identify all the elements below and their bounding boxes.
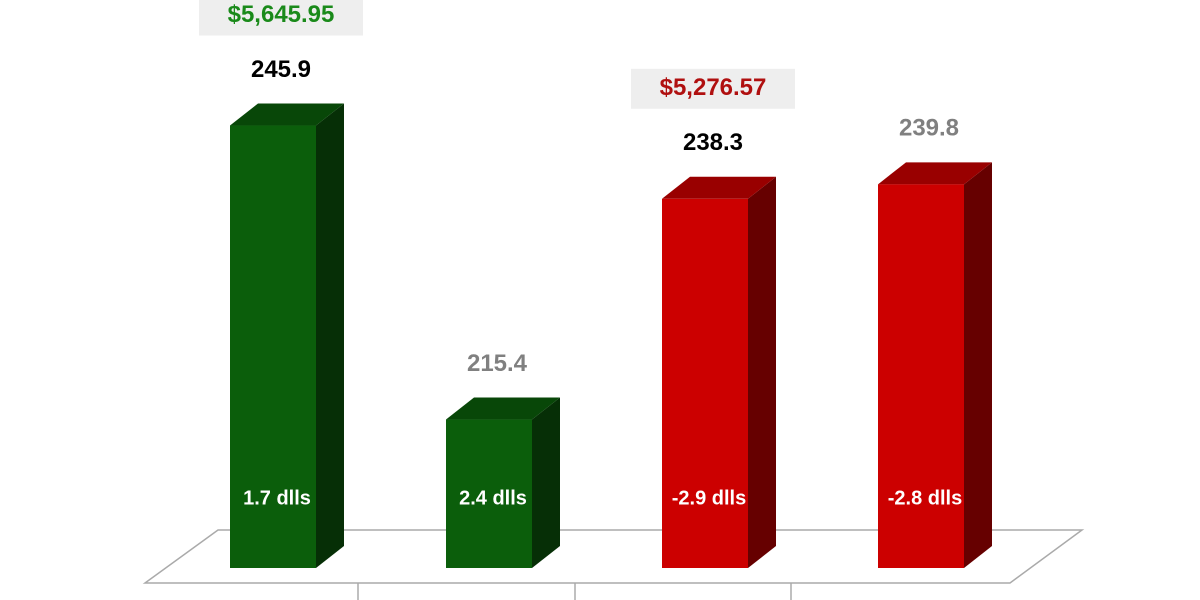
group-label-box <box>199 0 363 36</box>
bar-side <box>964 162 992 568</box>
value-label: 238.3 <box>683 129 743 156</box>
bar-top <box>446 397 560 420</box>
bar-label: -2.9 dlls <box>672 487 746 509</box>
floor <box>142 529 1085 584</box>
bar-label: 2.4 dlls <box>459 487 527 509</box>
group-label: $5,276.57 <box>660 74 767 101</box>
bar-label: 1.7 dlls <box>243 487 311 509</box>
bar <box>446 419 532 568</box>
bar <box>230 125 316 569</box>
value-label: 245.9 <box>251 56 311 83</box>
bar-side <box>532 397 560 568</box>
bar-top <box>878 162 992 185</box>
value-label: 239.8 <box>899 115 959 142</box>
bar-top <box>230 103 344 126</box>
group-label-box <box>631 68 795 109</box>
bar <box>878 184 964 568</box>
bar-top <box>662 176 776 199</box>
group-label: $5,645.95 <box>228 1 335 28</box>
bar-side <box>316 103 344 569</box>
bar-label: -2.8 dlls <box>888 487 962 509</box>
bar-side <box>748 176 776 568</box>
value-label: 215.4 <box>467 350 528 377</box>
bar <box>662 198 748 568</box>
